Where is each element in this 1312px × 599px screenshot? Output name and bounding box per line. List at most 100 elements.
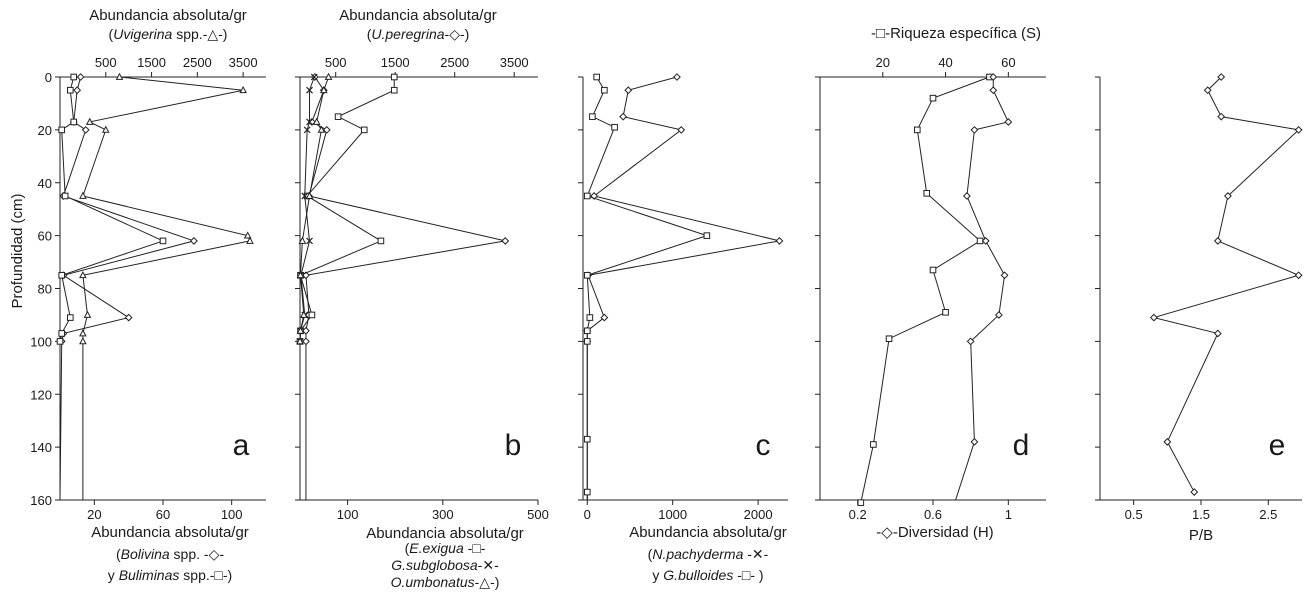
top-axis-subtitle-part: Uvigerina: [113, 26, 172, 42]
data-point-square: [58, 126, 66, 134]
data-point-square: [593, 73, 600, 81]
data-point-diamond: [619, 112, 628, 121]
data-point-square: [923, 190, 931, 197]
data-point-diamond: [995, 311, 1003, 319]
series-line: [860, 76, 990, 503]
data-point-triangle: [319, 85, 328, 94]
data-point-triangle: [312, 117, 321, 125]
x-tick-label: 100: [337, 507, 359, 522]
data-point-square: [334, 113, 342, 120]
series-riqueza-espec-fica-s-: [857, 73, 993, 506]
top-tick-label: 3500: [229, 55, 258, 70]
panel-c: 0 1000 2000 c Abundancia absoluta/gr (N.pachy…: [578, 73, 788, 583]
data-point-triangle: [85, 117, 94, 125]
y-tick-label: 20: [38, 123, 52, 138]
x-tick-label: 1000: [658, 507, 687, 522]
top-axis-title: Abundancia absoluta/gr: [339, 7, 497, 24]
data-point-diamond: [966, 337, 975, 346]
top-axis-subtitle: (U.peregrina-◇-): [367, 26, 470, 42]
top-tick-label: 40: [938, 55, 952, 70]
bottom-axis-subtitle: y G.bulloides -□- ): [652, 567, 763, 583]
bottom-axis-subtitle-part: y: [108, 567, 119, 583]
panel-letter: a: [233, 429, 250, 462]
data-point-square: [67, 314, 74, 321]
data-point-diamond: [1149, 313, 1158, 322]
bottom-axis-subtitle-part: spp.-□-): [179, 567, 232, 583]
panel-b: 100 300 500 500 1500 2500 3500 b Abundancia abso…: [295, 7, 549, 590]
x-tick-label: 0.2: [849, 507, 867, 522]
top-tick-label: 60: [1001, 55, 1015, 70]
x-tick-label: 100: [221, 507, 243, 522]
data-point-square: [583, 192, 591, 200]
data-point-triangle: [317, 125, 326, 133]
data-point-diamond: [1163, 437, 1172, 446]
top-axis-title: Abundancia absoluta/gr: [89, 7, 247, 24]
series-line: [59, 76, 196, 501]
bottom-axis-subtitle-part: Buliminas: [119, 567, 180, 583]
data-point-square: [58, 330, 66, 337]
data-point-diamond: [1213, 237, 1222, 245]
data-point-diamond: [970, 125, 979, 134]
data-point-diamond: [1213, 329, 1222, 338]
series-line: [586, 76, 709, 500]
series-o-umbonatus: [296, 72, 333, 500]
series-u-peregrina: [302, 73, 510, 500]
x-tick-label: 1.5: [1192, 507, 1210, 522]
data-point-diamond: [970, 437, 979, 446]
x-tick-label: 1: [1005, 507, 1012, 522]
series-line: [299, 77, 395, 500]
panel-letter: d: [1013, 429, 1030, 462]
data-point-diamond: [1000, 271, 1009, 280]
top-axis-subtitle-part: (: [367, 26, 372, 42]
data-point-diamond: [302, 326, 310, 335]
data-point-square: [67, 86, 74, 94]
series-line: [955, 77, 1010, 501]
data-point-square: [61, 192, 69, 200]
data-point-diamond: [981, 237, 990, 245]
bottom-axis-subtitle: (N.pachyderma -✕-: [648, 546, 769, 562]
data-point-diamond: [1217, 112, 1226, 121]
y-tick-label: 140: [30, 440, 52, 455]
bottom-axis-subtitle-part: Bolivina: [121, 546, 170, 562]
data-point-diamond: [1004, 118, 1013, 126]
data-point-square: [703, 232, 711, 239]
data-point-square: [583, 327, 591, 335]
data-point-square: [159, 237, 167, 245]
bottom-axis-subtitle: G.subglobosa-✕-: [391, 557, 499, 573]
data-point-diamond: [81, 125, 90, 134]
bottom-axis-subtitle: (E.exigua -□-: [405, 540, 486, 556]
data-point-square: [929, 266, 937, 274]
x-tick-label: 0: [584, 507, 591, 522]
bottom-axis-subtitle-part: -✕-: [478, 557, 499, 573]
top-axis-subtitle: (Uvigerina spp.-△-): [109, 26, 228, 42]
panel-d: 0.2 0.6 1 20 40 60 d -□-Riqueza específica (S) -…: [815, 25, 1046, 541]
data-point-diamond: [1217, 73, 1226, 81]
bottom-axis-subtitle-part: -△-): [475, 574, 500, 590]
data-point-triangle: [296, 271, 305, 279]
data-point-square: [360, 126, 368, 134]
x-tick-label: 2000: [744, 507, 773, 522]
x-tick-label: 500: [527, 507, 549, 522]
data-point-triangle: [79, 337, 87, 345]
series-buliminas-spp-: [56, 73, 167, 500]
data-point-square: [377, 237, 385, 245]
x-tick-label: 2.5: [1259, 507, 1277, 522]
data-point-triangle: [83, 310, 92, 318]
bottom-axis-title: Abundancia absoluta/gr: [91, 524, 249, 541]
y-tick-label: 40: [38, 176, 52, 191]
data-point-square: [583, 435, 591, 443]
top-tick-label: 2500: [183, 55, 212, 70]
data-point-triangle: [305, 191, 314, 199]
data-point-square: [857, 499, 865, 506]
x-tick-label: 20: [87, 507, 101, 522]
data-point-square: [58, 271, 66, 279]
data-point-square: [308, 311, 316, 319]
series-line: [305, 76, 506, 500]
top-tick-label: 1500: [381, 55, 410, 70]
y-tick-label: 0: [45, 70, 52, 85]
top-tick-label: 500: [95, 55, 117, 70]
data-point-diamond: [501, 237, 510, 245]
data-point-cross: [306, 237, 313, 245]
data-point-triangle: [79, 329, 87, 337]
